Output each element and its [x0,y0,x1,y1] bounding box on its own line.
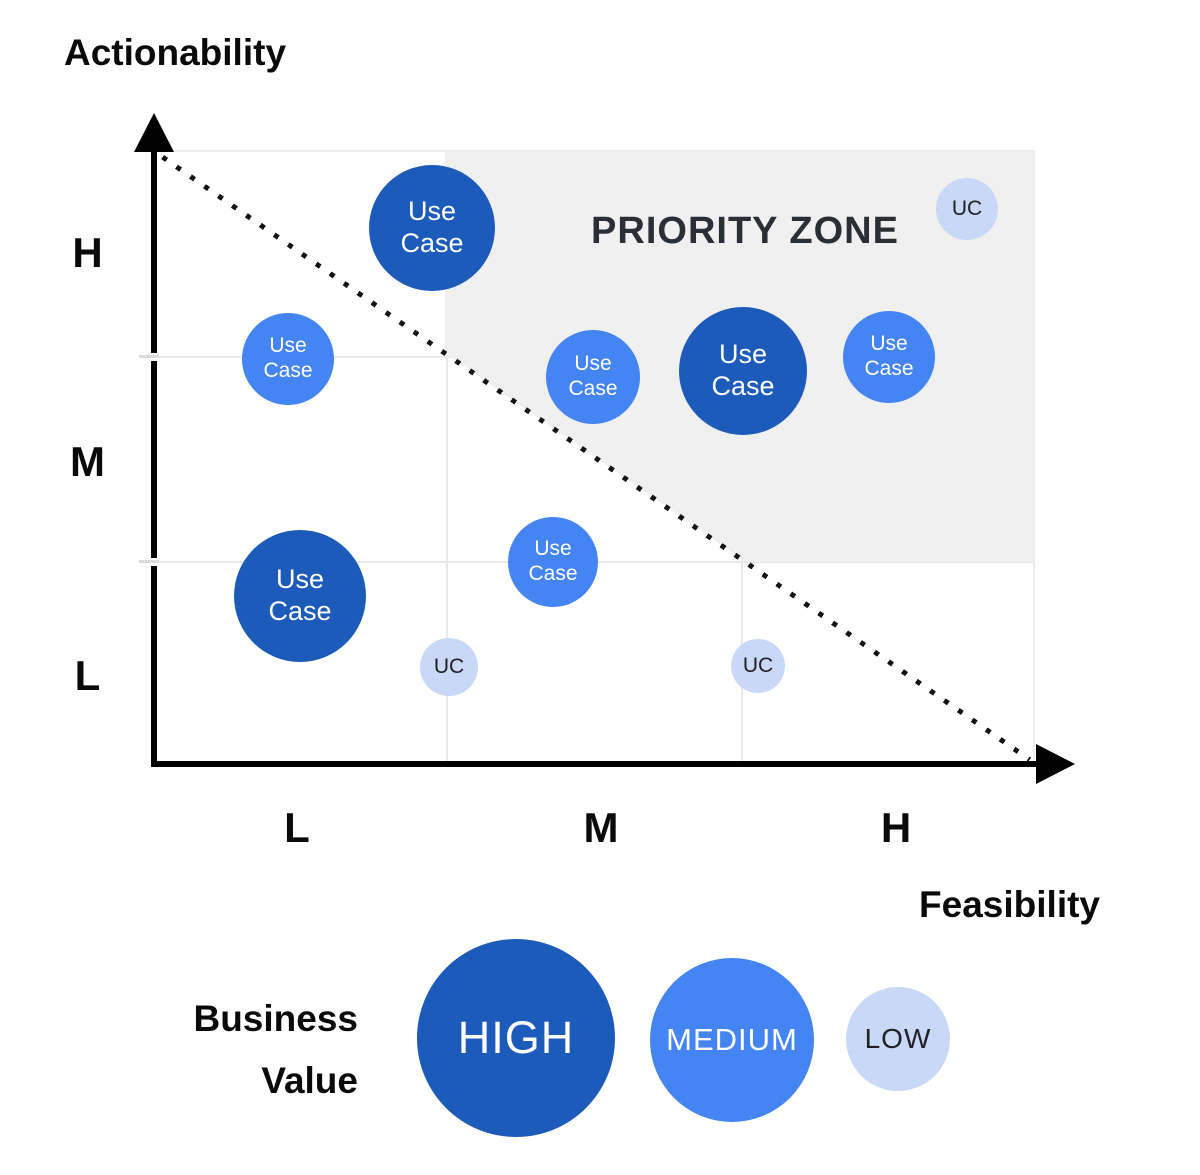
y-tick-label-high: H [72,229,103,276]
y-axis-line [151,140,157,766]
bubble-label: UC [742,653,774,677]
use-case-bubble: Use Case [242,313,334,405]
y-tick-label-low: L [74,652,101,699]
legend-bubble-high: HIGH [417,939,615,1137]
use-case-bubble: Use Case [234,530,366,662]
bubble-label: UC [433,654,465,678]
bubble-label: HIGH [457,1012,575,1064]
legend-bubble-low: LOW [846,987,950,1091]
bubble-label: Use Case [268,564,332,626]
uc-bubble: UC [731,639,785,693]
use-case-bubble: Use Case [546,330,640,424]
bubble-label: Use Case [400,196,464,258]
bubble-label: LOW [864,1023,932,1055]
y-tick-label-medium: M [70,438,105,485]
bubble-label: UC [951,196,983,220]
y-axis-arrow-icon [134,113,174,152]
use-case-bubble: Use Case [679,307,807,435]
use-case-bubble: Use Case [508,517,598,607]
x-tick-label-low: L [284,804,310,851]
use-case-bubble: Use Case [369,165,495,291]
bubble-label: Use Case [711,339,775,401]
legend-title: Business Value [118,988,358,1112]
x-tick-label-high: H [880,804,912,851]
bubble-label: MEDIUM [666,1021,798,1057]
legend-bubble-medium: MEDIUM [650,958,814,1122]
uc-bubble: UC [420,638,478,696]
y-axis-tick [139,355,159,358]
x-axis-arrow-icon [1036,744,1075,784]
y-axis-title: Actionability [64,32,287,73]
priority-zone-label: PRIORITY ZONE [591,210,899,252]
legend-title-line2: Value [261,1060,358,1101]
bubble-label: Use Case [528,537,578,585]
x-axis-line [151,761,1039,767]
bubble-label: Use Case [864,332,914,380]
legend-title-line1: Business [193,998,358,1039]
bubble-label: Use Case [568,352,618,400]
x-tick-label-medium: M [583,804,619,851]
bubble-label: Use Case [263,334,313,382]
use-case-bubble: Use Case [843,311,935,403]
gridline-vertical-1 [446,151,448,762]
y-axis-tick [139,560,159,563]
uc-bubble: UC [936,178,998,240]
x-axis-title: Feasibility [919,884,1100,925]
